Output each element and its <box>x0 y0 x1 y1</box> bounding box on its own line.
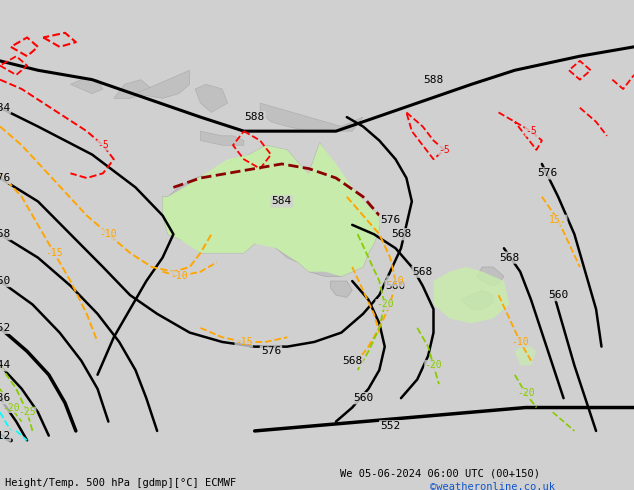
Text: 576: 576 <box>537 169 557 178</box>
Text: 15.: 15. <box>549 215 567 225</box>
Polygon shape <box>162 143 379 276</box>
Text: Height/Temp. 500 hPa [gdmp][°C] ECMWF: Height/Temp. 500 hPa [gdmp][°C] ECMWF <box>5 478 236 488</box>
Text: -15: -15 <box>46 248 63 258</box>
Text: -20: -20 <box>517 389 534 398</box>
Text: 584: 584 <box>271 196 292 206</box>
Text: 568: 568 <box>391 229 411 239</box>
Text: 568: 568 <box>0 229 10 239</box>
Text: -20: -20 <box>425 360 443 370</box>
Text: -10: -10 <box>387 276 404 286</box>
Text: 552: 552 <box>0 323 10 333</box>
Text: -20: -20 <box>376 299 394 310</box>
Polygon shape <box>136 70 190 98</box>
Text: 512: 512 <box>0 431 10 441</box>
Text: 588: 588 <box>424 74 444 85</box>
Text: -10: -10 <box>170 271 188 281</box>
Polygon shape <box>162 143 379 276</box>
Polygon shape <box>260 103 363 131</box>
Text: -5: -5 <box>97 140 109 150</box>
Text: 568: 568 <box>413 267 433 277</box>
Text: -15: -15 <box>235 337 253 347</box>
Text: 584: 584 <box>0 103 10 113</box>
Text: -5: -5 <box>525 126 537 136</box>
Text: -10: -10 <box>512 337 529 347</box>
Polygon shape <box>434 267 509 323</box>
Polygon shape <box>477 267 504 286</box>
Text: -25: -25 <box>18 407 36 417</box>
Text: 560: 560 <box>548 290 568 300</box>
Text: 568: 568 <box>342 356 363 366</box>
Text: 560: 560 <box>353 393 373 403</box>
Text: 576: 576 <box>0 173 10 183</box>
Polygon shape <box>460 291 493 309</box>
Text: 560: 560 <box>385 281 406 291</box>
Text: -5: -5 <box>439 145 450 155</box>
Text: We 05-06-2024 06:00 UTC (00+150): We 05-06-2024 06:00 UTC (00+150) <box>340 468 540 478</box>
Polygon shape <box>515 342 536 366</box>
Text: 560: 560 <box>0 276 10 286</box>
Text: -10: -10 <box>100 229 117 239</box>
Text: 588: 588 <box>245 112 265 122</box>
Text: 536: 536 <box>0 393 10 403</box>
Text: 576: 576 <box>261 346 281 356</box>
Polygon shape <box>330 281 353 297</box>
Text: 576: 576 <box>380 215 400 225</box>
Text: -20: -20 <box>2 402 20 413</box>
Text: 568: 568 <box>499 253 519 263</box>
Text: ©weatheronline.co.uk: ©weatheronline.co.uk <box>430 482 555 490</box>
Polygon shape <box>70 80 103 94</box>
Polygon shape <box>195 84 228 112</box>
Text: 552: 552 <box>380 421 400 431</box>
Text: 544: 544 <box>0 360 10 370</box>
Polygon shape <box>200 131 244 145</box>
Polygon shape <box>113 80 152 98</box>
